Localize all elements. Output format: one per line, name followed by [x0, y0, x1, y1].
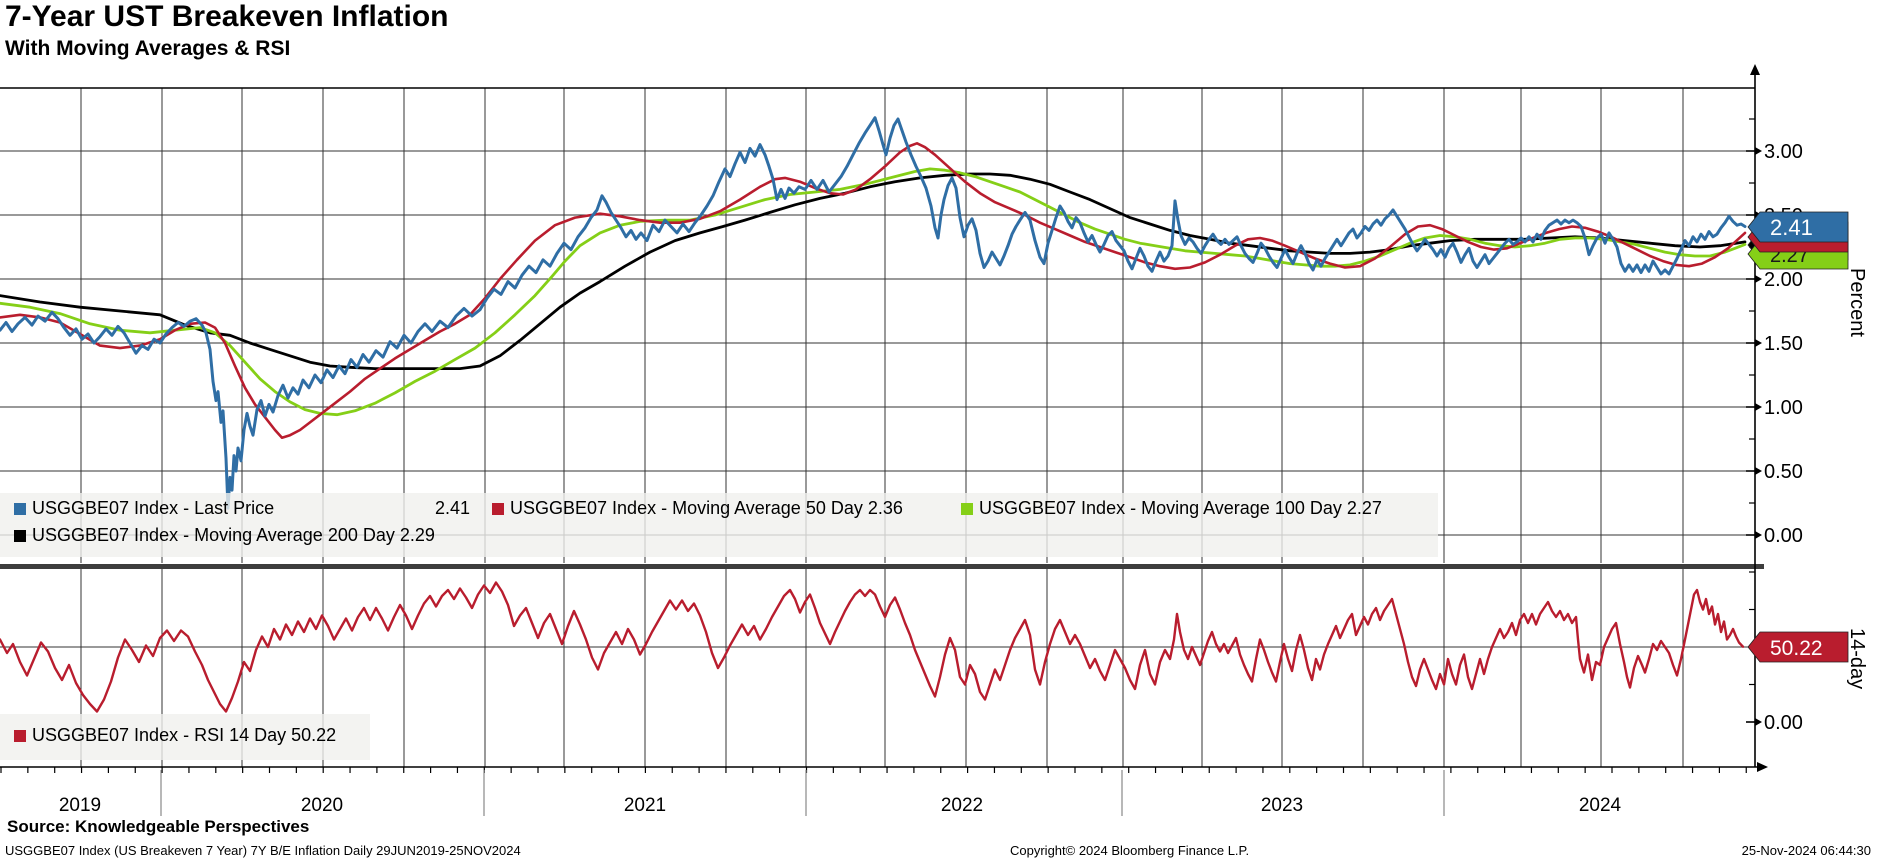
x-year-label: 2021 [624, 795, 666, 816]
y-axis-title-percent: Percent [1846, 268, 1868, 337]
x-year-label: 2022 [941, 795, 983, 816]
tick-arrow-icon [1755, 718, 1762, 726]
price-tag-last-value: 2.41 [1770, 215, 1813, 240]
footer-description: USGGBE07 Index (US Breakeven 7 Year) 7Y … [5, 843, 521, 858]
x-year-label: 2024 [1579, 795, 1622, 816]
footer-timestamp: 25-Nov-2024 06:44:30 [1741, 843, 1871, 858]
y-axis-title-14day: 14-day [1846, 628, 1868, 690]
rsi-legend: USGGBE07 Index - RSI 14 Day 50.22 [0, 714, 370, 760]
legend-label: USGGBE07 Index - Moving Average 100 Day … [979, 498, 1382, 518]
tick-arrow-icon [1755, 467, 1762, 475]
ma200-swatch-icon [14, 529, 26, 542]
series-2 [0, 167, 1747, 417]
rsi-tick-label: 0.00 [1764, 712, 1803, 734]
y-tick-label: 3.00 [1764, 141, 1803, 163]
legend-label: USGGBE07 Index - Moving Average 50 Day 2… [510, 498, 903, 518]
panel-separator [0, 564, 1764, 569]
legend-item-ma100[interactable]: USGGBE07 Index - Moving Average 100 Day … [961, 498, 1382, 519]
y-tick-label: 1.50 [1764, 333, 1803, 355]
axis-right-arrow-icon [1757, 762, 1768, 772]
ma100-swatch-icon [961, 502, 973, 515]
x-year-label: 2019 [59, 795, 101, 816]
y-tick-label: 0.00 [1764, 525, 1803, 547]
legend-label: USGGBE07 Index - Moving Average 200 Day … [32, 525, 435, 545]
tick-arrow-icon [1755, 275, 1762, 283]
legend-item-last-price[interactable]: USGGBE07 Index - Last Price 2.41 [14, 498, 470, 519]
legend-label: USGGBE07 Index - RSI 14 Day 50.22 [32, 725, 337, 745]
x-year-label: 2023 [1261, 795, 1303, 816]
tick-arrow-icon [1755, 147, 1762, 155]
tick-arrow-icon [1755, 339, 1762, 347]
y-tick-label: 1.00 [1764, 397, 1803, 419]
axis-up-arrow-icon [1750, 64, 1760, 75]
rsi-swatch-icon [14, 729, 26, 742]
legend-item-ma50[interactable]: USGGBE07 Index - Moving Average 50 Day 2… [492, 498, 903, 519]
main-legend: USGGBE07 Index - Last Price 2.41 USGGBE0… [0, 493, 1438, 557]
price-tag-last [1747, 211, 1849, 243]
tick-arrow-icon [1755, 403, 1762, 411]
x-year-label: 2020 [301, 795, 343, 816]
last-price-swatch-icon [14, 502, 26, 515]
series-1 [0, 142, 1747, 440]
y-tick-label: 2.00 [1764, 269, 1803, 291]
legend-label: USGGBE07 Index - Last Price [32, 498, 275, 518]
legend-value: 2.41 [434, 498, 470, 518]
rsi-tag [1747, 631, 1849, 663]
page-subtitle: With Moving Averages & RSI [5, 37, 291, 60]
source-text: Source: Knowledgeable Perspectives [7, 817, 310, 836]
series-rsi [0, 581, 1745, 713]
tick-arrow-icon [1755, 531, 1762, 539]
page-title: 7-Year UST Breakeven Inflation [5, 0, 449, 33]
rsi-tag-value: 50.22 [1770, 637, 1823, 660]
footer-copyright: Copyright© 2024 Bloomberg Finance L.P. [1010, 843, 1250, 858]
legend-item-ma200[interactable]: USGGBE07 Index - Moving Average 200 Day … [14, 525, 435, 546]
y-tick-label: 0.50 [1764, 461, 1803, 483]
series-3 [0, 172, 1747, 371]
ma50-swatch-icon [492, 502, 504, 515]
series-0 [0, 116, 1747, 510]
legend-item-rsi[interactable]: USGGBE07 Index - RSI 14 Day 50.22 [14, 725, 336, 746]
